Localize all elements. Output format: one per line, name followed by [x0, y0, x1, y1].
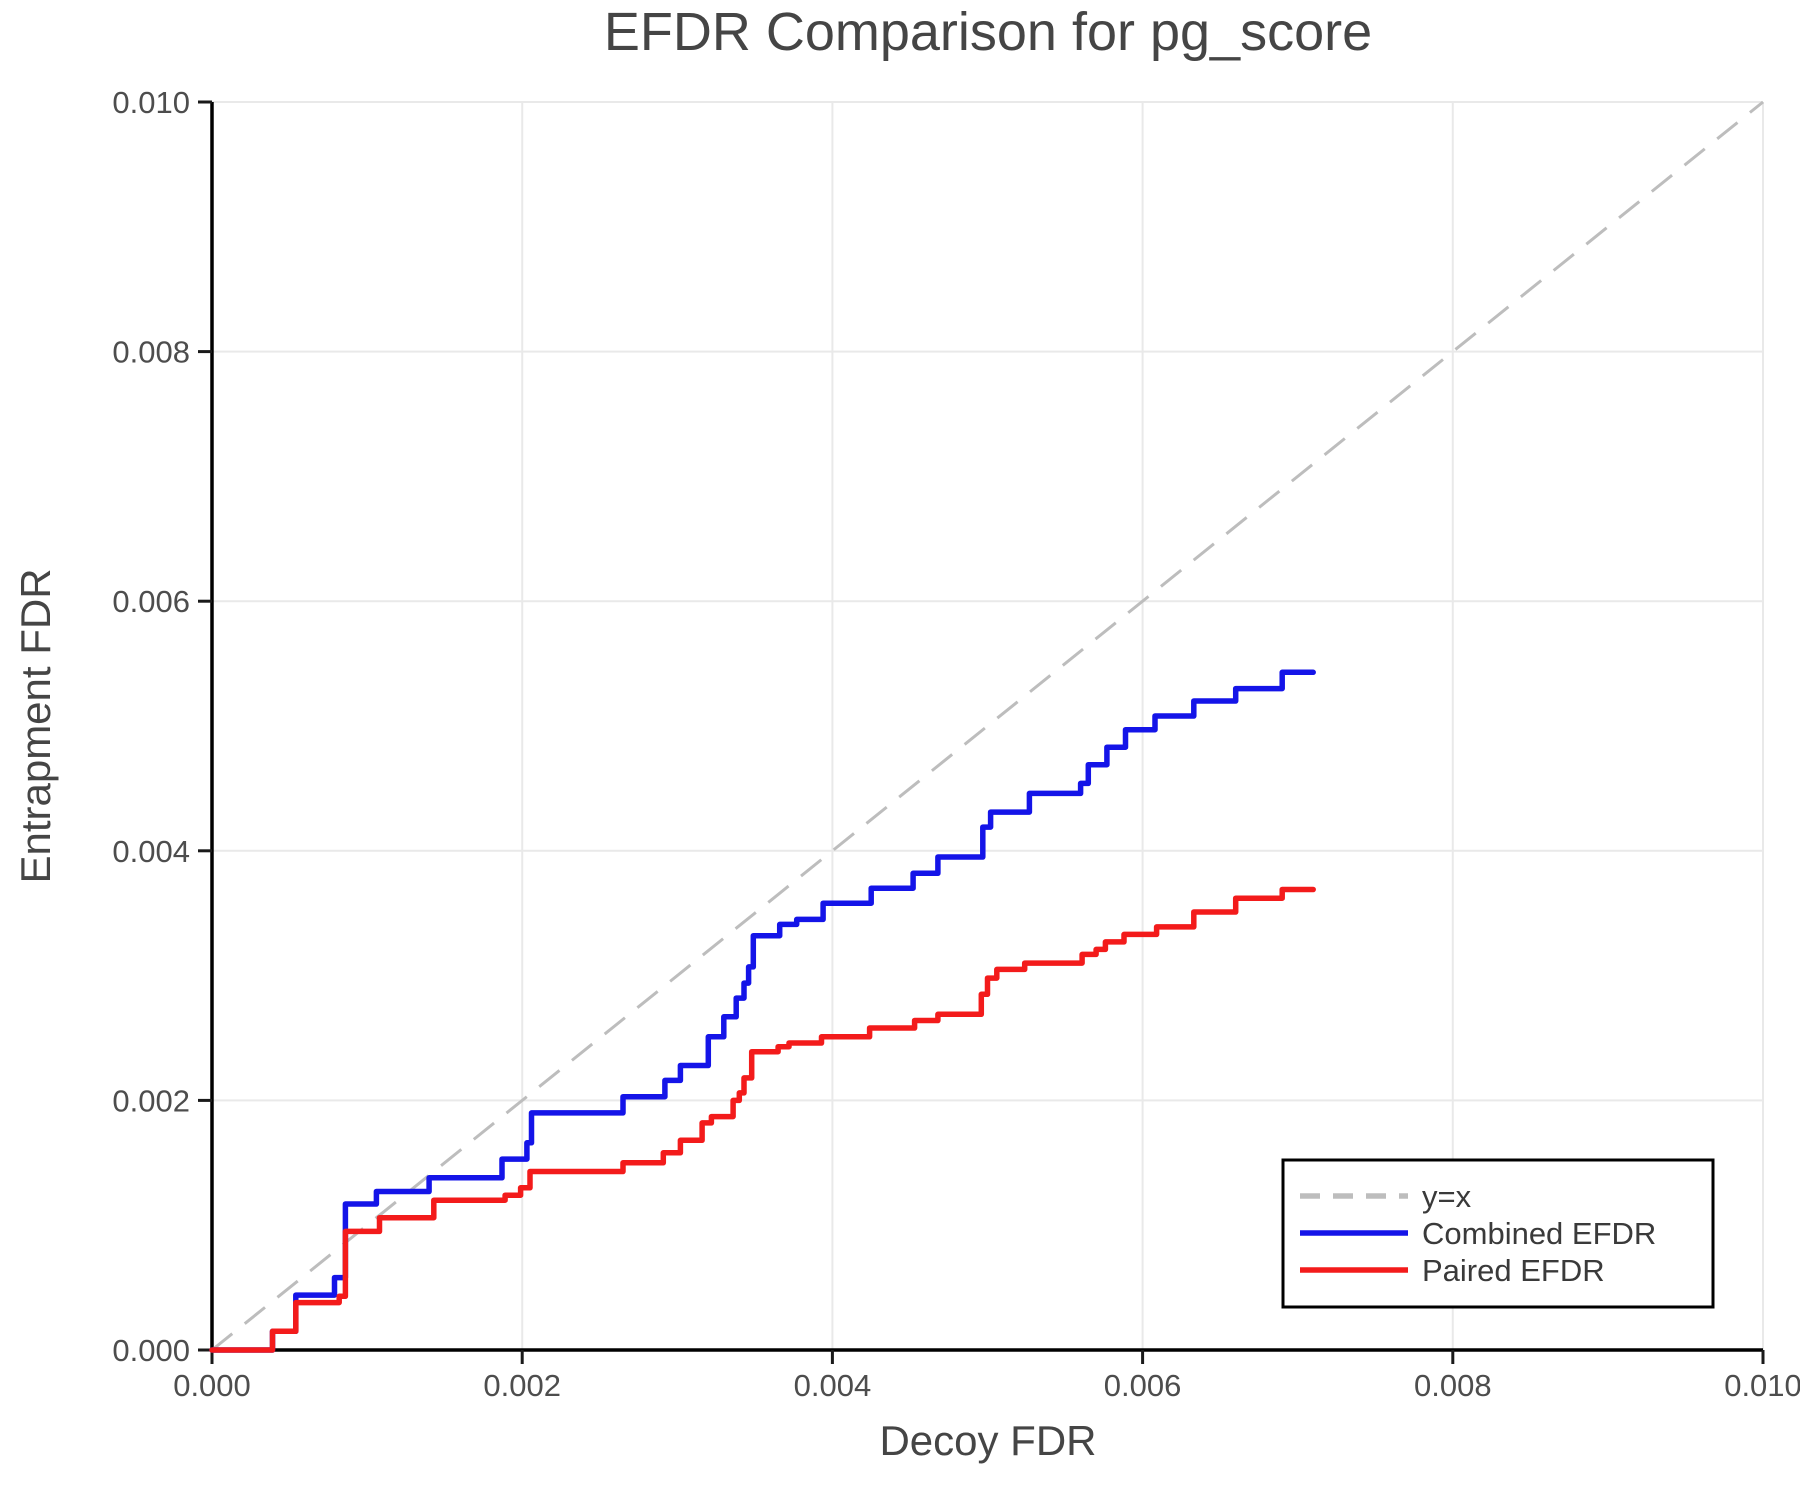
- y-tick-label: 0.008: [112, 335, 190, 370]
- y-tick-label: 0.002: [112, 1083, 190, 1118]
- legend-entry-identity: y=x: [1300, 1179, 1472, 1214]
- legend-label-paired: Paired EFDR: [1422, 1253, 1605, 1288]
- legend-entry-combined: Combined EFDR: [1300, 1216, 1656, 1251]
- x-tick-label: 0.010: [1724, 1368, 1800, 1403]
- x-tick-label: 0.008: [1414, 1368, 1492, 1403]
- legend-label-identity: y=x: [1422, 1179, 1472, 1214]
- x-tick-label: 0.002: [483, 1368, 561, 1403]
- y-axis-label: Entrapment FDR: [12, 568, 59, 883]
- legend-entry-paired: Paired EFDR: [1300, 1253, 1605, 1288]
- x-tick-label: 0.000: [173, 1368, 251, 1403]
- paired-efdr-line: [209, 886, 1316, 1353]
- axis-tick-labels: 0.000 0.002 0.004 0.006 0.008 0.010 0.000 0.002…: [112, 85, 1800, 1403]
- y-tick-label: 0.000: [112, 1333, 190, 1368]
- chart-title: EFDR Comparison for pg_score: [604, 2, 1372, 62]
- y-tick-label: 0.006: [112, 584, 190, 619]
- y-tick-label: 0.004: [112, 834, 190, 869]
- x-tick-label: 0.004: [794, 1368, 872, 1403]
- axes-spines: [210, 102, 1763, 1352]
- legend-label-combined: Combined EFDR: [1422, 1216, 1656, 1251]
- x-axis-label: Decoy FDR: [879, 1417, 1096, 1464]
- identity-line: [211, 100, 1764, 1352]
- combined-efdr-line: [209, 669, 1316, 1353]
- legend: y=x Combined EFDR Paired EFDR: [1281, 1158, 1715, 1309]
- y-tick-label: 0.010: [112, 85, 190, 120]
- x-tick-label: 0.006: [1104, 1368, 1182, 1403]
